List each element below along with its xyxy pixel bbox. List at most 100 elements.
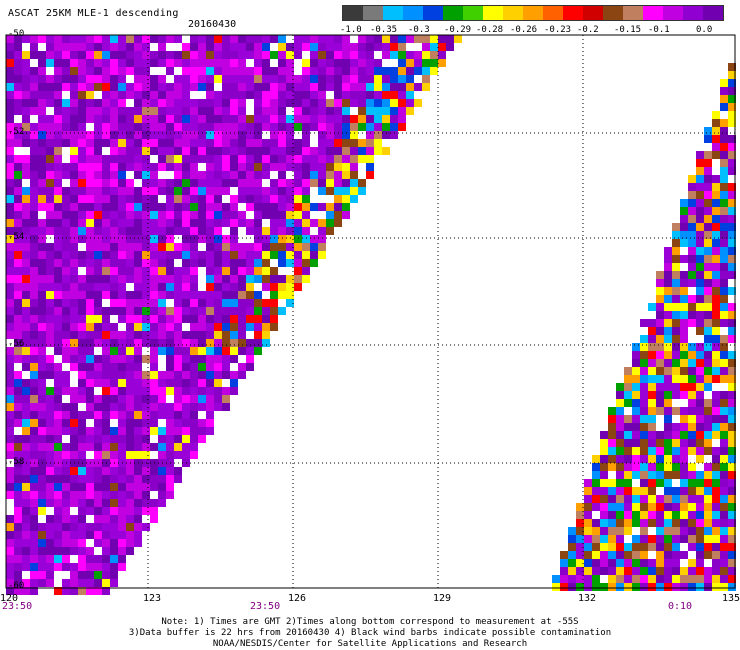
swath-cell [680, 263, 688, 271]
swath-cell [38, 563, 46, 571]
swath-cell [54, 195, 62, 203]
swath-cell [102, 67, 110, 75]
swath-cell [22, 579, 30, 587]
swath-cell [94, 387, 102, 395]
swath-cell [238, 99, 246, 107]
swath-cell [720, 103, 728, 111]
swath-cell [102, 507, 110, 515]
swath-cell [22, 563, 30, 571]
swath-cell [78, 531, 86, 539]
swath-cell [102, 515, 110, 523]
swath-cell [254, 187, 262, 195]
swath-cell [278, 131, 286, 139]
swath-cell [238, 339, 246, 347]
swath-cell [334, 91, 342, 99]
swath-cell [206, 139, 214, 147]
swath-cell [302, 107, 310, 115]
swath-cell [262, 299, 270, 307]
swath-cell [22, 179, 30, 187]
swath-cell [70, 395, 78, 403]
swath-cell [568, 575, 576, 583]
swath-cell [230, 323, 238, 331]
swath-cell [158, 163, 166, 171]
swath-cell [334, 163, 342, 171]
swath-cell [246, 139, 254, 147]
swath-cell [158, 435, 166, 443]
swath-cell [374, 107, 382, 115]
swath-cell [230, 315, 238, 323]
color-bar-label: -0.2 [577, 25, 599, 35]
swath-cell [134, 523, 142, 531]
swath-cell [174, 267, 182, 275]
swath-cell [214, 267, 222, 275]
swath-cell [198, 195, 206, 203]
swath-cell [30, 147, 38, 155]
swath-cell [720, 423, 728, 431]
swath-cell [54, 259, 62, 267]
swath-cell [584, 479, 592, 487]
swath-cell [688, 399, 696, 407]
swath-cell [374, 131, 382, 139]
swath-cell [310, 203, 318, 211]
swath-cell [382, 35, 390, 43]
swath-cell [110, 539, 118, 547]
swath-cell [70, 147, 78, 155]
swath-cell [70, 347, 78, 355]
swath-cell [182, 195, 190, 203]
swath-cell [38, 291, 46, 299]
swath-cell [222, 323, 230, 331]
swath-cell [334, 187, 342, 195]
swath-cell [640, 447, 648, 455]
swath-cell [680, 447, 688, 455]
swath-cell [286, 267, 294, 275]
swath-cell [696, 295, 704, 303]
swath-cell [6, 491, 14, 499]
swath-cell [254, 139, 262, 147]
swath-cell [158, 131, 166, 139]
swath-cell [134, 435, 142, 443]
swath-cell [278, 91, 286, 99]
swath-cell [688, 207, 696, 215]
swath-cell [576, 543, 584, 551]
swath-cell [158, 379, 166, 387]
swath-cell [54, 283, 62, 291]
swath-cell [110, 579, 118, 587]
swath-cell [94, 227, 102, 235]
swath-cell [78, 443, 86, 451]
swath-cell [616, 471, 624, 479]
swath-cell [94, 283, 102, 291]
swath-cell [30, 307, 38, 315]
swath-cell [14, 523, 22, 531]
swath-cell [326, 211, 334, 219]
swath-cell [704, 255, 712, 263]
swath-cell [382, 147, 390, 155]
swath-cell [230, 83, 238, 91]
swath-cell [110, 547, 118, 555]
swath-cell [688, 575, 696, 583]
swath-cell [246, 59, 254, 67]
swath-cell [318, 139, 326, 147]
swath-cell [680, 479, 688, 487]
swath-cell [350, 91, 358, 99]
swath-cell [704, 551, 712, 559]
swath-cell [696, 423, 704, 431]
swath-cell [166, 235, 174, 243]
swath-cell [126, 219, 134, 227]
swath-cell [680, 231, 688, 239]
swath-cell [14, 203, 22, 211]
swath-cell [14, 291, 22, 299]
swath-cell [600, 575, 608, 583]
swath-cell [30, 523, 38, 531]
swath-cell [262, 195, 270, 203]
swath-cell [552, 575, 560, 583]
swath-cell [118, 91, 126, 99]
swath-cell [246, 323, 254, 331]
swath-cell [182, 99, 190, 107]
swath-cell [238, 131, 246, 139]
swath-cell [30, 283, 38, 291]
swath-cell [262, 211, 270, 219]
swath-cell [222, 315, 230, 323]
swath-cell [342, 43, 350, 51]
swath-cell [704, 207, 712, 215]
swath-cell [608, 447, 616, 455]
